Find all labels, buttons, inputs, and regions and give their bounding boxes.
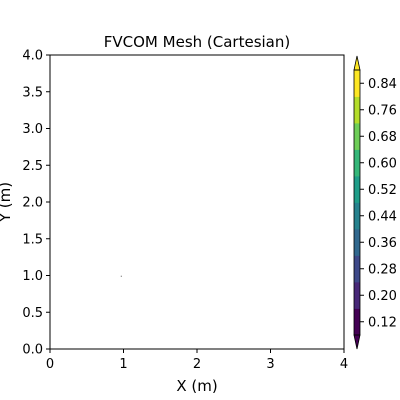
x-axis: 0 1 2 3 4 [46,349,348,372]
y-tick-label: 3.5 [22,85,43,100]
colorbar-frame [353,69,361,336]
x-tick-label: 0 [46,357,54,372]
plot-area [49,54,345,350]
y-axis: 0.0 0.5 1.0 1.5 2.0 2.5 3.0 3.5 4.0 [22,49,50,358]
colorbar-segment [354,96,360,124]
x-axis-label: X (m) [176,377,217,395]
colorbar-tick-label: 0.76 [368,103,397,118]
colorbar-tick-label: 0.60 [368,156,397,171]
colorbar-extensions [353,55,361,350]
y-tick-label: 0.0 [22,343,43,358]
y-tick-label: 2.5 [22,159,43,174]
colorbar-tick-label: 0.20 [368,289,397,304]
colorbar-segment [354,282,360,309]
colorbar-tick-label: 0.52 [368,183,397,198]
colorbar-segment [354,70,360,97]
colorbar-tick-label: 0.12 [368,315,397,330]
mesh-layer [120,275,122,277]
colorbar-ticks: 0.12 0.20 0.28 0.36 0.44 0.52 0.60 0.68 0.76 0.84 [360,77,397,330]
colorbar-segment [354,176,360,203]
y-tick-label: 3.0 [22,122,43,137]
x-tick-label: 2 [193,357,201,372]
colorbar-segment [354,149,360,177]
plot-background [50,55,344,349]
colorbar-tick-label: 0.68 [368,130,397,145]
y-tick-label: 1.0 [22,269,43,284]
x-tick-label: 1 [119,357,127,372]
colorbar-segment [354,229,360,256]
y-tick-label: 2.0 [22,196,43,211]
mesh-point [120,275,122,277]
colorbar-segment [354,123,360,150]
colorbar-tick-label: 0.84 [368,77,397,92]
colorbar: 0.12 0.20 0.28 0.36 0.44 0.52 0.60 0.68 0.76 0.84 [353,55,397,350]
colorbar-tick-label: 0.44 [368,209,397,224]
colorbar-segments [354,70,360,336]
colorbar-tick-label: 0.36 [368,236,397,251]
colorbar-segment [354,255,360,283]
colorbar-segment [354,308,360,336]
y-tick-label: 1.5 [22,232,43,247]
chart-title: FVCOM Mesh (Cartesian) [104,33,290,51]
y-tick-label: 4.0 [22,49,43,64]
x-tick-label: 4 [340,357,348,372]
y-axis-label: Y (m) [0,182,14,223]
colorbar-segment [354,202,360,230]
colorbar-tick-label: 0.28 [368,262,397,277]
y-tick-label: 0.5 [22,306,43,321]
x-tick-label: 3 [266,357,274,372]
